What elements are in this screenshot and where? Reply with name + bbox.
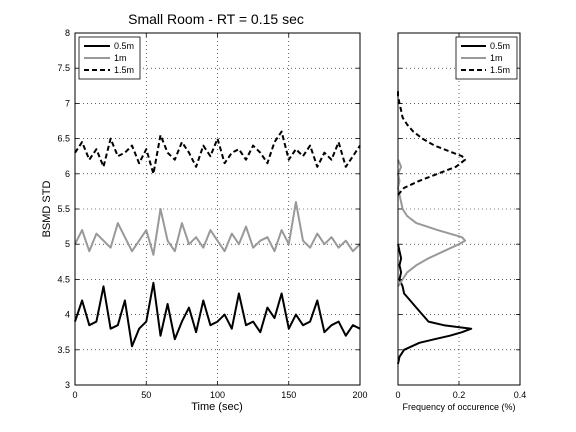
series-lines — [397, 89, 473, 365]
y-tick-label: 4.5 — [57, 274, 70, 284]
x-tick-label: 0 — [395, 390, 400, 400]
x-axis-label: Time (sec) — [191, 401, 243, 413]
x-tick-label: 100 — [210, 390, 225, 400]
x-tick-label: 150 — [281, 390, 296, 400]
x-tick-label: 50 — [141, 390, 151, 400]
legend-label-1m: 1m — [114, 53, 127, 63]
y-tick-label: 3.5 — [57, 345, 70, 355]
legend: 0.5m 1m 1.5m — [78, 36, 141, 80]
x-tick-label: 0.4 — [514, 390, 527, 400]
y-tick-label: 4 — [65, 310, 70, 320]
x-tick-label: 0 — [72, 390, 77, 400]
histogram-axes: 0 0.2 0.4 Frequency of occurence (%) 0.5m … — [395, 32, 527, 412]
y-tick-label: 5 — [65, 239, 70, 249]
y-tick-label: 8 — [65, 28, 70, 38]
series-line-1m — [74, 201, 361, 256]
series-line-0.5m — [397, 243, 473, 365]
legend-label-1m: 1m — [490, 53, 503, 63]
y-tick-label: 3 — [65, 380, 70, 390]
series-line-1m — [397, 159, 467, 287]
legend-label-0.5m: 0.5m — [490, 41, 510, 51]
legend-label-0.5m: 0.5m — [114, 41, 134, 51]
x-axis-label: Frequency of occurence (%) — [402, 402, 515, 412]
y-tick-label: 6.5 — [57, 134, 70, 144]
time-series-axes: 0 50 100 150 200 3 3.5 4 4.5 5 5.5 6 6.5 7 7.5 8 Time (… — [41, 28, 368, 413]
y-tick-label: 7 — [65, 98, 70, 108]
tick-labels: 0 0.2 0.4 — [395, 32, 527, 400]
legend: 0.5m 1m 1.5m — [455, 36, 518, 80]
x-tick-label: 0.2 — [453, 390, 466, 400]
y-axis-label: BSMD STD — [41, 181, 53, 238]
tick-labels: 0 50 100 150 200 3 3.5 4 4.5 5 5.5 6 6.5 7 7.5 8 — [57, 28, 367, 400]
series-line-1.5m — [397, 89, 467, 196]
chart-title: Small Room - RT = 0.15 sec — [128, 11, 304, 27]
grid — [75, 33, 360, 385]
series-lines — [74, 130, 361, 348]
legend-label-1.5m: 1.5m — [490, 65, 510, 75]
x-tick-label: 200 — [352, 390, 367, 400]
y-tick-label: 6 — [65, 169, 70, 179]
y-tick-label: 7.5 — [57, 63, 70, 73]
legend-label-1.5m: 1.5m — [114, 65, 134, 75]
series-line-0.5m — [74, 281, 361, 348]
y-tick-label: 5.5 — [57, 204, 70, 214]
series-line-1.5m — [74, 130, 361, 175]
